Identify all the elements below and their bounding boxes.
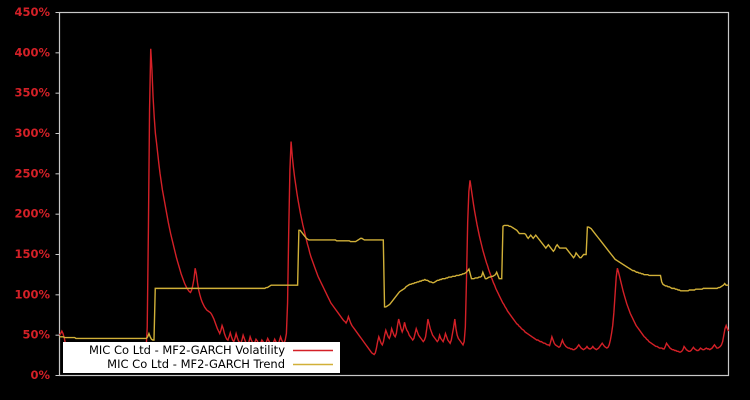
y-axis-tick-label: 300% xyxy=(14,126,50,140)
legend-background xyxy=(63,342,340,373)
series-lines xyxy=(58,48,730,356)
series-line xyxy=(59,224,729,341)
series-line xyxy=(58,48,730,356)
y-axis-tick-label: 250% xyxy=(14,166,50,180)
y-axis-tick-labels: 450% 400% 350% 300% 250% 200% 150% 100% 50% 0% xyxy=(14,5,50,382)
y-axis-tick-label: 400% xyxy=(14,45,50,59)
plot-frame xyxy=(58,11,730,377)
y-axis-tick-label: 350% xyxy=(14,86,50,100)
legend-item-label[interactable]: MIC Co Ltd - MF2-GARCH Trend xyxy=(107,357,285,371)
y-axis-tick-label: 100% xyxy=(14,287,50,301)
y-axis-tick-label: 200% xyxy=(14,207,50,221)
legend-item-label[interactable]: MIC Co Ltd - MF2-GARCH Volatility xyxy=(89,343,285,357)
y-axis-tick-label: 50% xyxy=(22,328,50,342)
y-axis-tick-label: 150% xyxy=(14,247,50,261)
y-axis-tick-label: 450% xyxy=(14,5,50,19)
y-axis-tick-marks xyxy=(55,12,60,376)
y-axis-tick-label: 0% xyxy=(30,368,50,382)
